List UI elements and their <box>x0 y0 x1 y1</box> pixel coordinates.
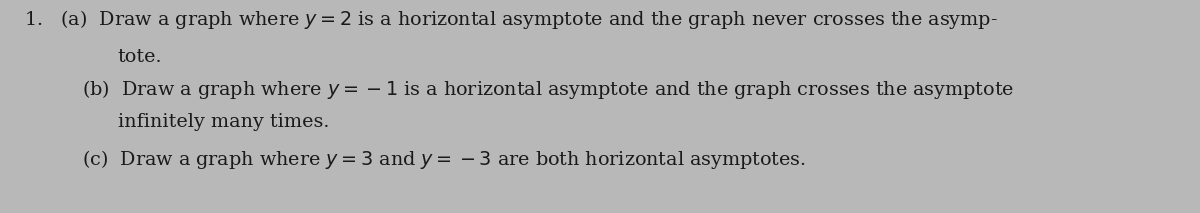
Text: 1.   (a)  Draw a graph where $y = 2$ is a horizontal asymptote and the graph nev: 1. (a) Draw a graph where $y = 2$ is a h… <box>24 8 997 31</box>
Text: (c)  Draw a graph where $y = 3$ and $y = -3$ are both horizontal asymptotes.: (c) Draw a graph where $y = 3$ and $y = … <box>82 148 805 171</box>
Text: infinitely many times.: infinitely many times. <box>118 113 329 131</box>
Text: tote.: tote. <box>118 48 162 66</box>
Text: (b)  Draw a graph where $y = -1$ is a horizontal asymptote and the graph crosses: (b) Draw a graph where $y = -1$ is a hor… <box>82 78 1014 101</box>
